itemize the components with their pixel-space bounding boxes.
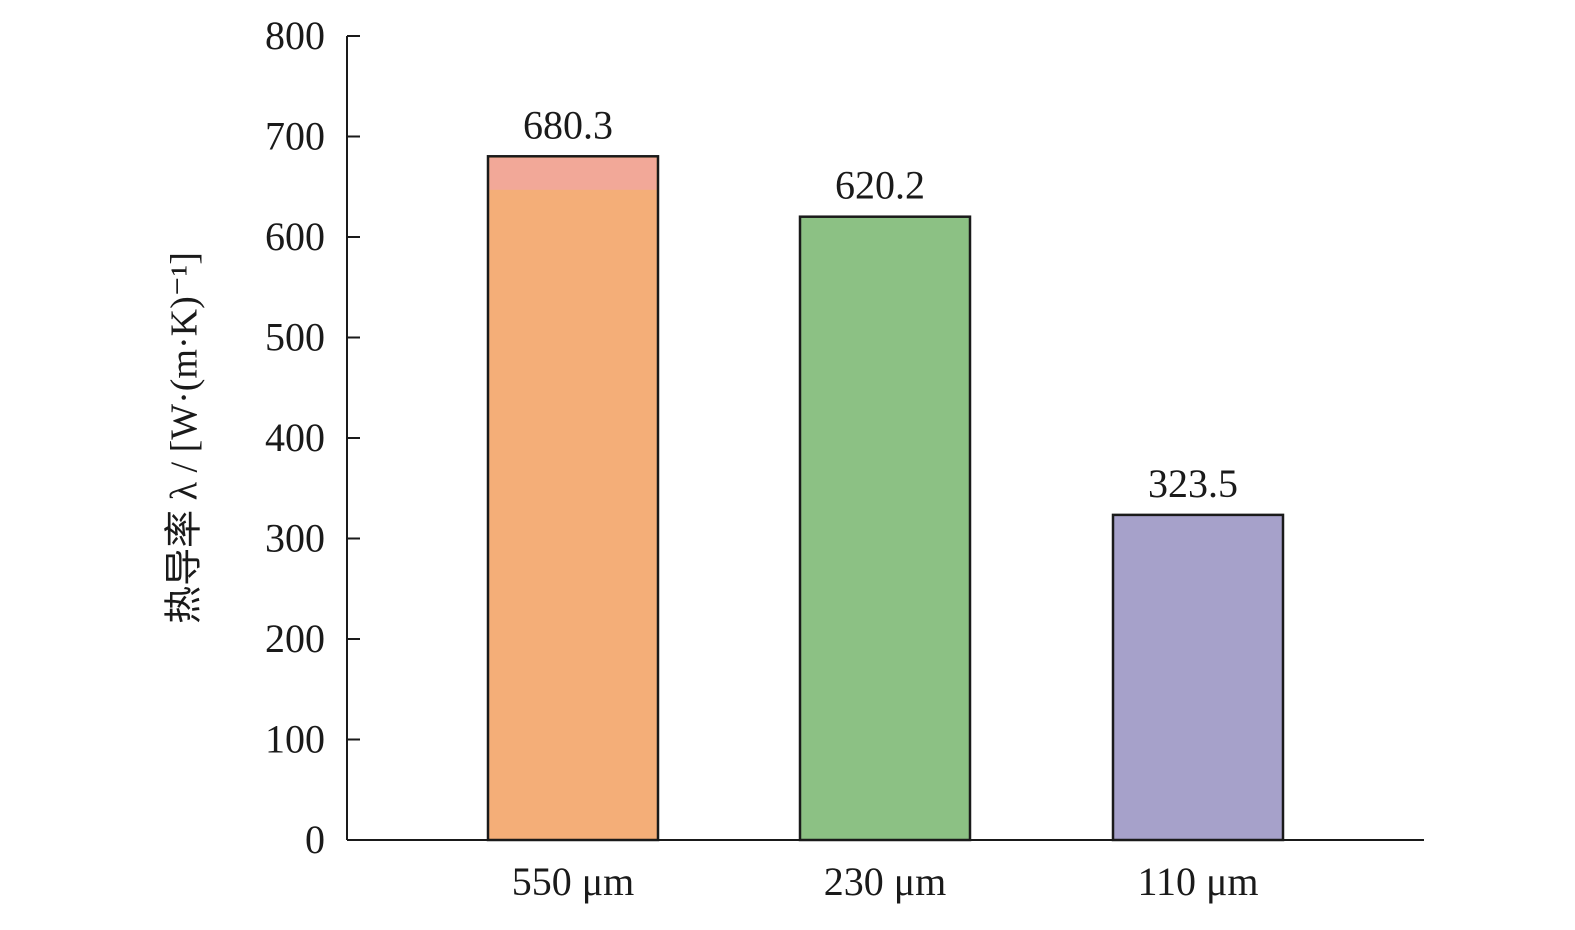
bars-layer xyxy=(486,155,1285,842)
y-axis-title: 热导率 λ / [W·(m·K)⁻¹] xyxy=(164,252,206,624)
y-tick-label: 500 xyxy=(265,315,325,360)
x-category-label: 550 μm xyxy=(512,859,635,904)
bar-1-top-band xyxy=(489,157,657,190)
data-labels: 680.3 620.2 323.5 xyxy=(523,102,1238,506)
bar-3 xyxy=(1111,513,1285,842)
bar-2 xyxy=(798,215,972,842)
y-tick-label: 100 xyxy=(265,717,325,762)
y-tick-label: 200 xyxy=(265,616,325,661)
y-tick-label: 600 xyxy=(265,214,325,259)
bar-1 xyxy=(486,155,660,842)
y-ticks: 0 100 200 300 400 500 600 700 800 xyxy=(265,13,360,862)
y-tick-label: 300 xyxy=(265,516,325,561)
y-tick-label: 700 xyxy=(265,114,325,159)
bar-data-label: 323.5 xyxy=(1148,461,1238,506)
y-tick-label: 0 xyxy=(305,817,325,862)
bar-data-label: 680.3 xyxy=(523,102,613,147)
x-category-labels: 550 μm 230 μm 110 μm xyxy=(512,859,1259,904)
y-tick-label: 800 xyxy=(265,13,325,58)
x-category-label: 230 μm xyxy=(824,859,947,904)
bar-data-label: 620.2 xyxy=(835,163,925,208)
x-category-label: 110 μm xyxy=(1137,859,1258,904)
y-tick-label: 400 xyxy=(265,415,325,460)
